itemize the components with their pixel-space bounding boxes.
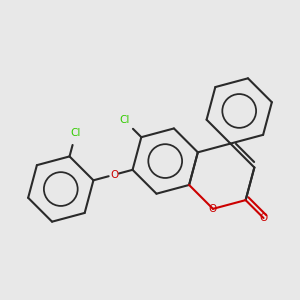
Text: O: O	[260, 213, 268, 223]
Text: O: O	[209, 204, 217, 214]
Text: O: O	[110, 169, 119, 180]
Text: Cl: Cl	[119, 115, 129, 125]
Text: Cl: Cl	[70, 128, 81, 138]
